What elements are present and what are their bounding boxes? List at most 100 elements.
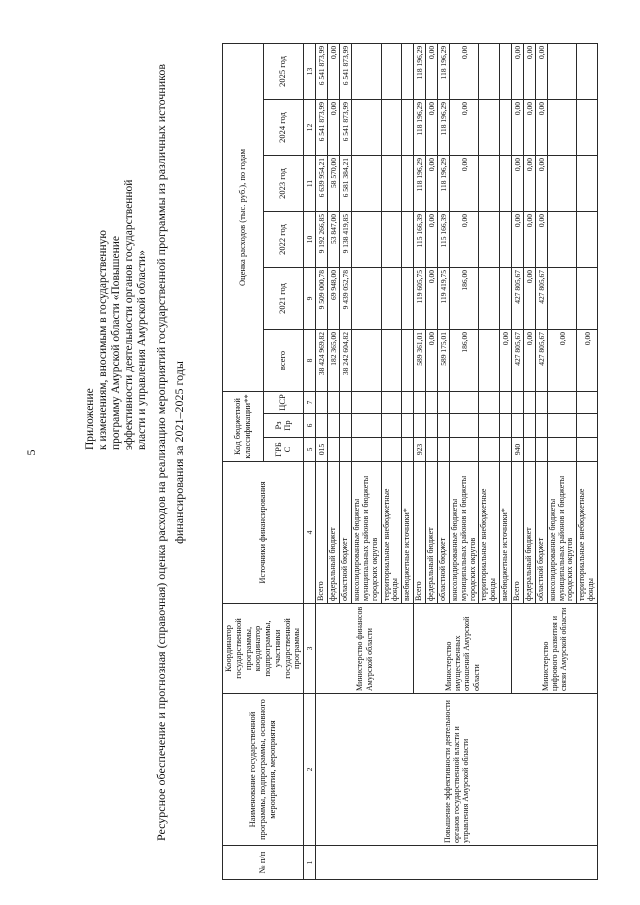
cell-rzpr <box>339 413 352 438</box>
cell-rzpr <box>437 413 450 438</box>
cell-amount: 119 605,75 <box>413 267 426 330</box>
cell-amount: 0,00 <box>523 99 536 156</box>
cell-amount: 182 365,00 <box>327 329 340 392</box>
column-number: 1 <box>303 845 316 880</box>
cell-amount: 0,00 <box>523 267 536 330</box>
cell-amount: 9 439 052,78 <box>339 267 352 330</box>
cell-amount: 0,00 <box>535 99 548 156</box>
cell-amount <box>351 43 382 100</box>
cell-rzpr <box>478 413 500 438</box>
cell-csr <box>523 391 536 414</box>
cell-amount <box>401 267 414 330</box>
cell-amount: 0,00 <box>576 329 598 392</box>
cell-amount <box>381 267 402 330</box>
cell-amount <box>547 155 577 212</box>
cell-amount: 6 581 384,21 <box>339 155 352 212</box>
cell-rzpr <box>327 413 340 438</box>
cell-amount: 427 805,67 <box>535 267 548 330</box>
column-number: 2 <box>303 693 316 846</box>
cell-amount: 0,00 <box>425 211 438 268</box>
cell-funding-source: территориальные внебюджетные фонды <box>381 461 402 604</box>
cell-amount: 0,00 <box>327 43 340 100</box>
cell-rzpr <box>576 413 598 438</box>
header-row-1: № п/п Наименование государственной прогр… <box>222 43 304 880</box>
cell-amount: 427 805,67 <box>511 329 524 392</box>
document-title-line2: финансирования за 2021–2025 годы <box>172 361 186 544</box>
cell-amount: 38 242 604,82 <box>339 329 352 392</box>
cell-amount: 9 192 266,85 <box>315 211 328 268</box>
column-number: 6 <box>303 413 316 438</box>
header-col-npp: № п/п <box>222 845 304 880</box>
cell-amount: 118 196,29 <box>437 99 450 156</box>
cell-funding-source: федеральный бюджет <box>523 461 536 604</box>
cell-amount <box>499 155 512 212</box>
cell-amount: 0,00 <box>425 99 438 156</box>
cell-csr <box>425 391 438 414</box>
cell-grbs: 015 <box>315 437 328 462</box>
cell-amount: 0,00 <box>535 43 548 100</box>
cell-funding-source: областной бюджет <box>437 461 450 604</box>
cell-csr <box>315 391 328 414</box>
cell-amount: 118 196,29 <box>413 99 426 156</box>
cell-grbs <box>351 437 382 462</box>
cell-amount: 427 805,67 <box>535 329 548 392</box>
cell-csr <box>449 391 479 414</box>
cell-funding-source: консолидированные бюджеты муниципальных … <box>547 461 577 604</box>
cell-amount <box>576 99 598 156</box>
cell-amount <box>381 43 402 100</box>
cell-amount <box>401 211 414 268</box>
annex-line: Приложение <box>84 388 96 450</box>
cell-amount <box>547 43 577 100</box>
cell-csr <box>478 391 500 414</box>
column-number: 4 <box>303 461 316 604</box>
cell-amount: 0,00 <box>511 211 524 268</box>
cell-funding-source: областной бюджет <box>535 461 548 604</box>
cell-amount <box>576 211 598 268</box>
cell-grbs <box>437 437 450 462</box>
cell-grbs <box>478 437 500 462</box>
column-number: 7 <box>303 391 316 414</box>
cell-amount: 69 948,00 <box>327 267 340 330</box>
cell-amount <box>576 155 598 212</box>
cell-rzpr <box>535 413 548 438</box>
cell-grbs <box>535 437 548 462</box>
cell-funding-source: внебюджетные источники* <box>499 461 512 604</box>
cell-grbs <box>499 437 512 462</box>
cell-grbs <box>425 437 438 462</box>
header-col-rzpr: Рз Пр <box>263 413 304 438</box>
cell-funding-source: территориальные внебюджетные фонды <box>576 461 598 604</box>
cell-coordinator: Министерство финансов Амурской области <box>315 603 414 694</box>
cell-rzpr <box>413 413 426 438</box>
cell-csr <box>413 391 426 414</box>
cell-funding-source: Всего <box>315 461 328 604</box>
cell-csr <box>499 391 512 414</box>
header-col-2022: 2022 год <box>263 211 304 268</box>
document-title: Ресурсное обеспечение и прогнозная (спра… <box>152 10 188 895</box>
cell-amount: 38 424 969,82 <box>315 329 328 392</box>
cell-amount: 0,00 <box>523 211 536 268</box>
cell-amount: 0,00 <box>523 329 536 392</box>
header-col-grbs: ГРБС <box>263 437 304 462</box>
cell-amount <box>478 211 500 268</box>
cell-amount: 6 541 873,99 <box>315 99 328 156</box>
header-col-sources: Источники финансирования <box>222 461 304 604</box>
cell-amount: 118 196,29 <box>437 43 450 100</box>
cell-funding-source: федеральный бюджет <box>425 461 438 604</box>
cell-amount: 9 138 419,85 <box>339 211 352 268</box>
cell-coordinator: Министерство имущественных отношений Аму… <box>413 603 512 694</box>
table-body: Повышение эффективности деятельности орг… <box>315 43 598 880</box>
cell-amount: 0,00 <box>511 43 524 100</box>
cell-amount <box>576 43 598 100</box>
document-title-line1: Ресурсное обеспечение и прогнозная (спра… <box>154 63 168 842</box>
cell-coordinator: Министерство цифрового развития и связи … <box>511 603 598 694</box>
header-col-2025: 2025 год <box>263 43 304 100</box>
cell-amount <box>576 267 598 330</box>
table-row: Повышение эффективности деятельности орг… <box>315 43 598 880</box>
page-number: 5 <box>24 449 38 456</box>
cell-grbs <box>401 437 414 462</box>
cell-rzpr <box>315 413 328 438</box>
cell-grbs <box>547 437 577 462</box>
header-col-2021: 2021 год <box>263 267 304 330</box>
cell-amount: 118 196,29 <box>437 155 450 212</box>
